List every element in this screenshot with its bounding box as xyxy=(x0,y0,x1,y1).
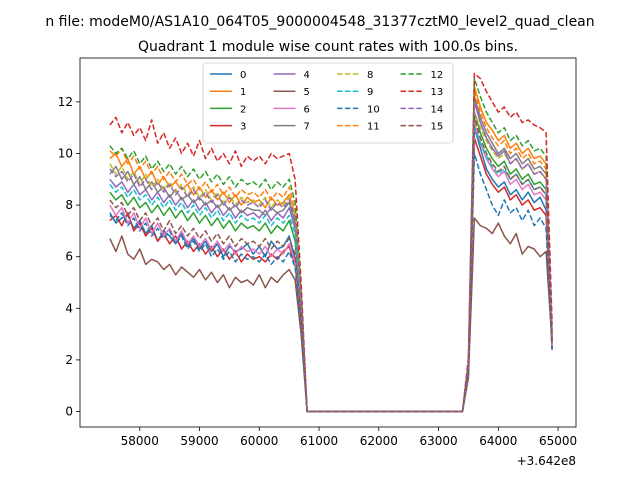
series-line-10 xyxy=(109,152,553,413)
legend-label-10: 10 xyxy=(367,104,380,115)
axes-layer: 58000 59000 60000 61000 62000 63000 64000 65000… xyxy=(58,95,577,448)
legend-label-5: 5 xyxy=(304,87,310,98)
legend-label-6: 6 xyxy=(304,104,310,115)
series-line-3 xyxy=(109,137,553,413)
y-tick-label: 4 xyxy=(65,301,73,315)
series-layer xyxy=(109,72,553,413)
legend-label-14: 14 xyxy=(431,104,444,115)
chart-title: Quadrant 1 module wise count rates with … xyxy=(138,39,518,55)
legend-label-7: 7 xyxy=(304,122,310,133)
legend-label-15: 15 xyxy=(431,122,444,133)
x-tick-label: 64000 xyxy=(479,434,517,448)
series-line-1 xyxy=(109,85,553,413)
series-line-9 xyxy=(109,126,553,413)
series-line-8 xyxy=(109,111,553,413)
legend-label-11: 11 xyxy=(367,122,380,133)
series-line-12 xyxy=(109,77,553,413)
y-tick-label: 12 xyxy=(58,95,73,109)
series-line-5 xyxy=(109,217,553,413)
y-tick-label: 0 xyxy=(65,405,73,419)
legend-label-0: 0 xyxy=(240,70,246,81)
x-tick-label: 62000 xyxy=(360,434,398,448)
y-tick-label: 6 xyxy=(65,250,73,264)
y-tick-label: 8 xyxy=(65,198,73,212)
series-line-11 xyxy=(109,90,553,413)
x-tick-label: 60000 xyxy=(240,434,278,448)
x-tick-label: 65000 xyxy=(539,434,577,448)
y-tick-label: 2 xyxy=(65,353,73,367)
x-offset-text: +3.642e8 xyxy=(517,454,576,468)
legend-label-8: 8 xyxy=(367,70,373,81)
legend-label-9: 9 xyxy=(367,87,373,98)
legend-label-4: 4 xyxy=(304,70,310,81)
series-line-15 xyxy=(109,116,553,413)
series-line-2 xyxy=(109,111,553,413)
legend-label-2: 2 xyxy=(240,104,246,115)
series-line-7 xyxy=(109,95,553,413)
x-tick-label: 58000 xyxy=(121,434,159,448)
x-tick-label: 61000 xyxy=(300,434,338,448)
series-line-13 xyxy=(109,72,553,413)
legend-label-3: 3 xyxy=(240,122,246,133)
plot-frame xyxy=(79,57,577,428)
legend-label-12: 12 xyxy=(431,70,444,81)
x-tick-label: 63000 xyxy=(419,434,457,448)
x-tick-label: 59000 xyxy=(180,434,218,448)
legend-label-13: 13 xyxy=(431,87,444,98)
series-line-14 xyxy=(109,101,553,413)
chart-suptitle: n file: modeM0/AS1A10_064T05_9000004548_… xyxy=(45,14,594,30)
legend-box xyxy=(202,62,454,144)
series-line-6 xyxy=(109,121,553,413)
y-tick-label: 10 xyxy=(58,146,73,160)
legend-label-1: 1 xyxy=(240,87,246,98)
